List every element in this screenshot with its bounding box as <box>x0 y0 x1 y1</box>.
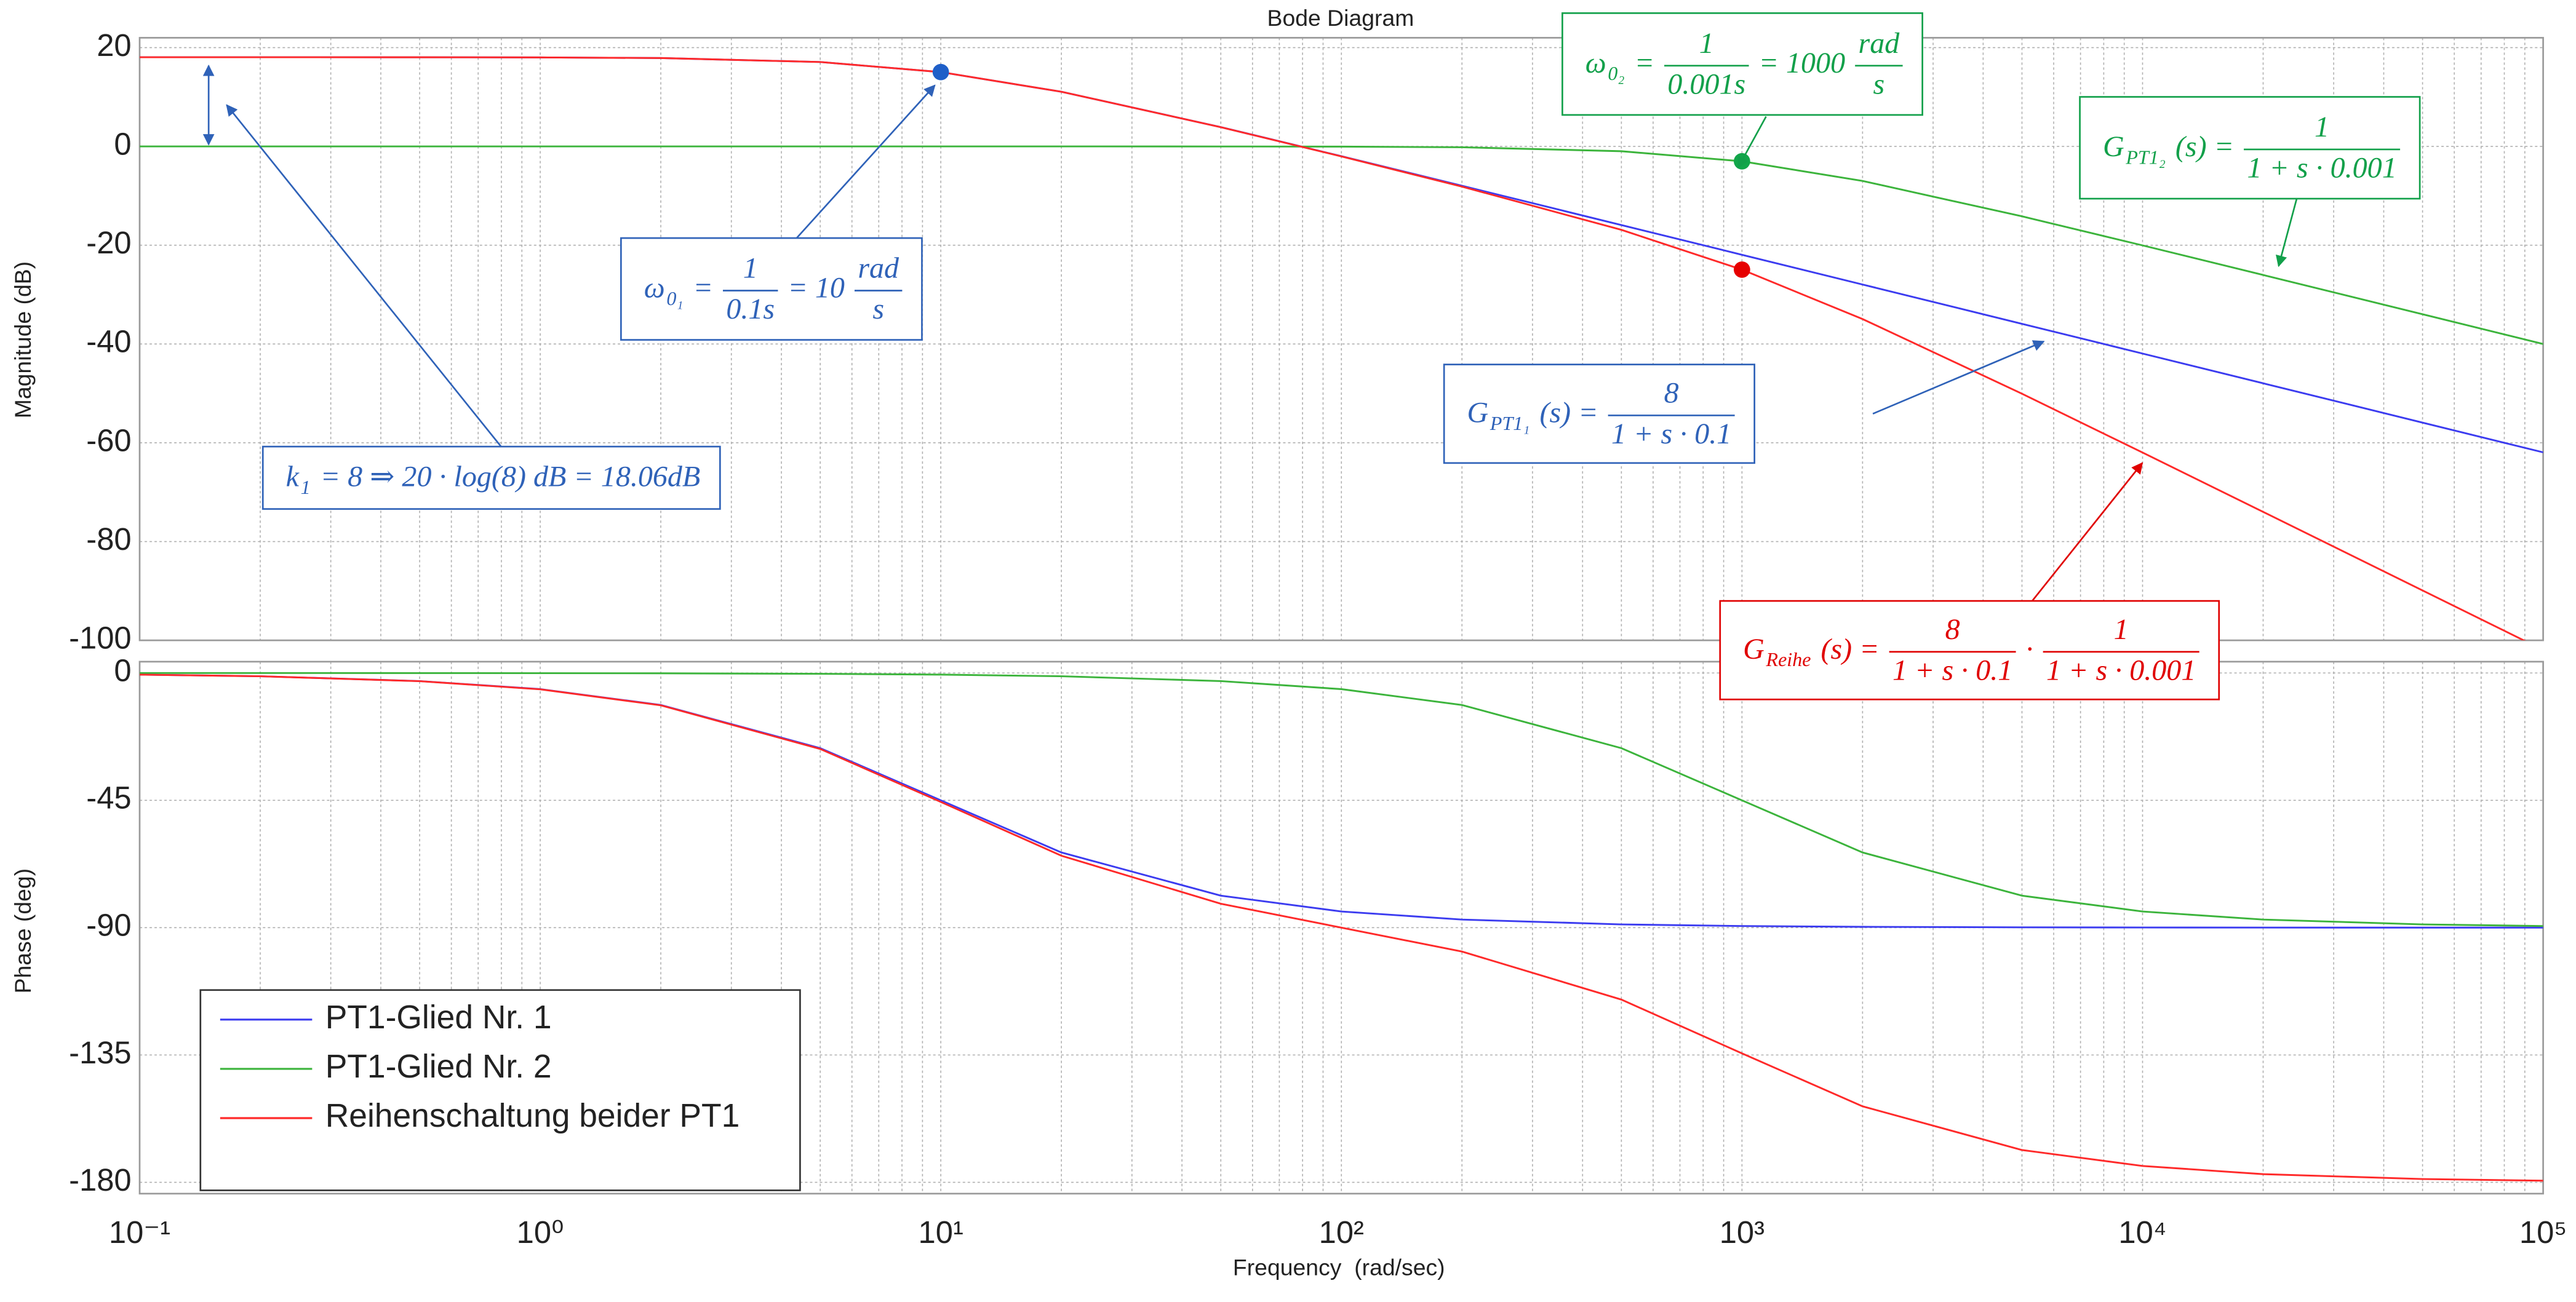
legend-box <box>199 989 801 1191</box>
y-tick-label: -100 <box>69 621 132 656</box>
annotation: G PT1₁ (s) = 8 1 + s · 0.1 <box>1443 363 1756 464</box>
plot-frame <box>138 37 2544 641</box>
annotation-denominator: 0.001s <box>1667 68 1745 101</box>
y-tick-label: -135 <box>69 1035 132 1070</box>
annotation-text: = 8 ⇒ 20 · log(8) dB = 18.06dB <box>321 461 701 493</box>
y-tick-label: -60 <box>86 423 131 458</box>
annotation-text: = 10 <box>788 272 844 304</box>
annotation-subscript: PT1₁ <box>1489 412 1530 434</box>
annotation: G Reihe (s) = 8 1 + s · 0.1 · 1 1 + s · 0.001 <box>1719 600 2220 701</box>
y-tick-label: -40 <box>86 324 131 359</box>
annotation-text: (s) = <box>1539 396 1598 429</box>
y-tick-label: -90 <box>86 908 131 943</box>
x-tick-label: 10² <box>1319 1215 1364 1250</box>
y-axis-label: Magnitude (dB) <box>10 261 36 418</box>
legend-label: PT1-Glied Nr. 1 <box>325 999 552 1036</box>
text-layer: Bode Diagram Magnitude (dB) Phase (deg) … <box>10 5 1445 1280</box>
series-line <box>139 672 2543 927</box>
annotation-denominator: s <box>872 293 884 325</box>
arrow <box>1872 340 2045 415</box>
y-tick-label: 0 <box>114 126 131 161</box>
annotation-denominator: 1 + s · 0.1 <box>1611 418 1731 450</box>
annotation-numerator: 1 <box>2315 111 2329 143</box>
arrow <box>226 104 502 447</box>
annotation-numerator: 1 <box>1699 27 1714 60</box>
data-point <box>932 63 949 81</box>
y-tick-label: -20 <box>86 225 131 260</box>
y-tick-label: 20 <box>97 28 131 63</box>
y-tick-label: 0 <box>114 653 131 688</box>
annotation: k 1 = 8 ⇒ 20 · log(8) dB = 18.06dB <box>261 445 721 510</box>
x-tick-label: 10⁴ <box>2118 1215 2166 1250</box>
annotation-numerator: 8 <box>1945 613 1960 646</box>
annotation-text: G <box>1743 633 1765 665</box>
series-line <box>139 673 2543 1182</box>
arrow-layer <box>202 64 2298 601</box>
arrow <box>1737 116 1767 169</box>
x-tick-label: 10⁰ <box>517 1215 564 1250</box>
y-axis-label: Phase (deg) <box>10 868 36 994</box>
annotation-text: k <box>286 461 300 493</box>
annotation-numerator: 1 <box>2114 613 2129 646</box>
y-tick-label: -180 <box>69 1162 132 1197</box>
annotation-text: = 1000 <box>1759 47 1846 79</box>
annotation-subscript: PT1₂ <box>2125 146 2166 168</box>
annotation-text: = <box>1635 47 1654 79</box>
annotation-box <box>2079 96 2421 200</box>
annotation-text: = <box>693 272 713 304</box>
annotation-box <box>1561 12 1923 116</box>
annotation-denominator: 0.1s <box>726 293 775 325</box>
annotation-subscript: 0₁ <box>666 287 683 309</box>
annotation-box <box>620 237 923 341</box>
annotation-subscript: Reihe <box>1766 648 1811 670</box>
annotation-box <box>261 445 721 510</box>
x-axis-label: Frequency (rad/sec) <box>1233 1254 1445 1280</box>
chart-title: Bode Diagram <box>1267 5 1414 31</box>
annotation-text: ω <box>644 272 665 304</box>
legend-label: PT1-Glied Nr. 2 <box>325 1049 552 1085</box>
annotation-subscript: 1 <box>301 476 311 498</box>
series-line <box>139 56 2526 641</box>
annotation-numerator: rad <box>1859 27 1900 60</box>
annotation-box <box>1719 600 2220 701</box>
annotation-box <box>1443 363 1756 464</box>
annotation-numerator: rad <box>858 252 899 285</box>
annotation-text: (s) = <box>2175 130 2234 163</box>
annotation-text: G <box>1467 396 1489 429</box>
annotation-text: · <box>2026 633 2033 665</box>
y-tick-label: -80 <box>86 522 131 557</box>
x-tick-label: 10⁻¹ <box>109 1215 170 1250</box>
x-tick-label: 10⁵ <box>2519 1215 2567 1250</box>
series-line <box>139 145 2543 345</box>
arrow <box>794 84 936 240</box>
annotation: ω 0₁ = 1 0.1s = 10 rad s <box>620 237 923 341</box>
data-layer: PT1-Glied Nr. 1 PT1-Glied Nr. 2 Reihenscha… <box>139 56 2543 1191</box>
legend: PT1-Glied Nr. 1 PT1-Glied Nr. 2 Reihenscha… <box>199 989 801 1191</box>
y-tick-label: -45 <box>86 780 131 816</box>
annotation-numerator: 1 <box>743 252 758 285</box>
x-tick-label: 10³ <box>1720 1215 1765 1250</box>
annotation: ω 0₂ = 1 0.001s = 1000 rad s <box>1561 12 1923 116</box>
data-point <box>1734 261 1750 278</box>
arrow <box>2032 462 2143 601</box>
annotation-text: G <box>2103 130 2124 163</box>
annotation-denominator: 1 + s · 0.001 <box>2046 654 2196 687</box>
x-tick-label: 10¹ <box>919 1215 963 1250</box>
annotation-subscript: 0₂ <box>1608 62 1624 84</box>
annotation: G PT1₂ (s) = 1 1 + s · 0.001 <box>2079 96 2421 200</box>
annotation-text: ω <box>1585 47 1606 79</box>
annotation-denominator: s <box>1873 68 1885 101</box>
annotation-denominator: 1 + s · 0.001 <box>2247 152 2396 185</box>
annotation-denominator: 1 + s · 0.1 <box>1892 654 2012 687</box>
annotation-text: (s) = <box>1820 633 1879 665</box>
annotation-numerator: 8 <box>1664 376 1679 409</box>
arrow <box>2276 198 2298 268</box>
legend-label: Reihenschaltung beider PT1 <box>325 1098 740 1134</box>
